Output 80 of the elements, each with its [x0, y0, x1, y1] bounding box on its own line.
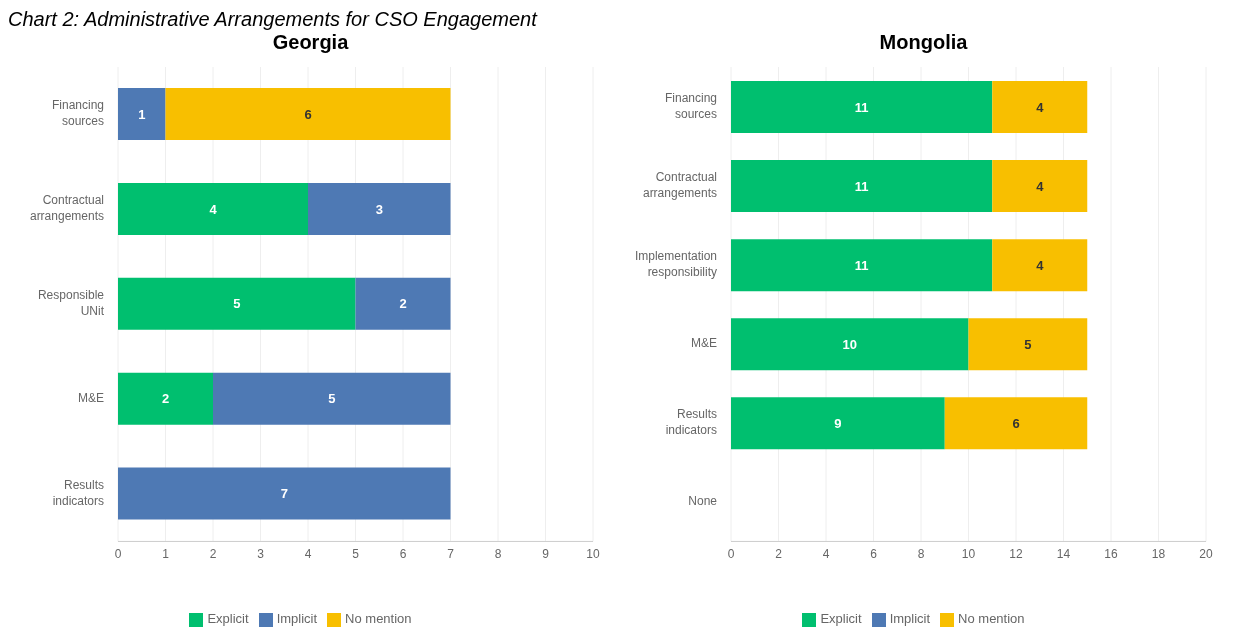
data-label: 4: [209, 201, 218, 217]
x-tick-label: 20: [1199, 546, 1213, 561]
data-label: 2: [399, 296, 407, 312]
y-tick-label: Contractual arrangements: [29, 193, 104, 224]
data-label: 7: [280, 486, 288, 502]
x-tick-label: 4: [822, 546, 830, 561]
caption: Chart 2: Administrative Arrangements for CSO Engagement: [8, 8, 539, 31]
data-label: 10: [842, 336, 857, 352]
bar: [992, 160, 1088, 213]
bar: [731, 318, 969, 371]
y-tick-label: M&E: [690, 335, 717, 350]
data-label: 11: [854, 99, 869, 115]
bar: [992, 239, 1088, 292]
bar: [731, 239, 993, 292]
bar: [731, 160, 993, 213]
bar: [992, 81, 1088, 133]
x-tick-label: 2: [209, 546, 217, 561]
x-tick-label: 3: [257, 546, 265, 561]
bar: [165, 88, 451, 140]
x-tick-label: 1: [162, 546, 170, 561]
bar: [944, 397, 1088, 450]
x-tick-label: 5: [352, 546, 360, 561]
bar: [355, 277, 451, 330]
chart-title: Georgia: [271, 31, 350, 55]
bar: [968, 318, 1088, 371]
x-tick-label: 10: [961, 546, 976, 561]
legend-label: Explicit: [207, 611, 249, 627]
data-label: 3: [375, 201, 383, 217]
data-label: 11: [854, 178, 869, 194]
data-label: 6: [1012, 415, 1020, 431]
x-tick-label: 2: [775, 546, 783, 561]
bar: [118, 467, 451, 520]
data-label: 4: [1036, 257, 1045, 273]
x-tick-label: 7: [447, 546, 455, 561]
x-tick-label: 16: [1104, 546, 1118, 561]
legend-label: Implicit: [276, 611, 318, 627]
data-label: 4: [1036, 99, 1045, 115]
x-tick-label: 4: [304, 546, 312, 561]
x-tick-label: 0: [727, 546, 735, 561]
bar: [308, 182, 451, 235]
y-tick-label: Contractual arrangements: [642, 169, 717, 200]
chart-title: Mongolia: [878, 31, 969, 55]
legend-label: No mention: [345, 611, 412, 627]
x-tick-label: 8: [917, 546, 925, 561]
bar: [731, 397, 945, 450]
data-label: 6: [304, 106, 312, 122]
x-tick-label: 0: [114, 546, 122, 561]
y-tick-label: Results indicators: [52, 478, 104, 509]
bar: [731, 81, 993, 133]
data-label: 11: [854, 257, 869, 273]
bar: [118, 88, 166, 140]
x-tick-label: 10: [586, 546, 600, 561]
data-label: 5: [1024, 336, 1032, 352]
y-tick-label: Results indicators: [665, 407, 717, 437]
data-label: 2: [161, 391, 170, 407]
legend-label: Implicit: [889, 611, 931, 627]
x-tick-label: 6: [399, 546, 407, 561]
data-label: 1: [138, 106, 146, 122]
y-tick-label: Responsible UNit: [37, 288, 105, 319]
data-label: 4: [1036, 178, 1045, 194]
data-label: 5: [233, 296, 241, 312]
data-label: 5: [328, 391, 336, 407]
y-tick-label: M&E: [77, 391, 104, 406]
y-tick-label: Financing sources: [664, 90, 717, 121]
x-tick-label: 18: [1151, 546, 1166, 561]
x-tick-label: 6: [870, 546, 878, 561]
x-tick-label: 12: [1009, 546, 1023, 561]
bar: [118, 277, 356, 330]
bar: [213, 372, 451, 425]
data-label: 9: [834, 415, 842, 431]
bar: [118, 182, 308, 235]
x-tick-label: 8: [494, 546, 502, 561]
y-tick-label: None: [688, 494, 718, 509]
bar: [118, 372, 213, 425]
y-tick-label: Implementation responsibility: [634, 248, 717, 279]
x-tick-label: 14: [1056, 546, 1071, 561]
legend-label: Explicit: [820, 611, 862, 627]
x-tick-label: 9: [542, 546, 550, 561]
y-tick-label: Financing sources: [51, 98, 104, 129]
legend-label: No mention: [958, 611, 1025, 627]
